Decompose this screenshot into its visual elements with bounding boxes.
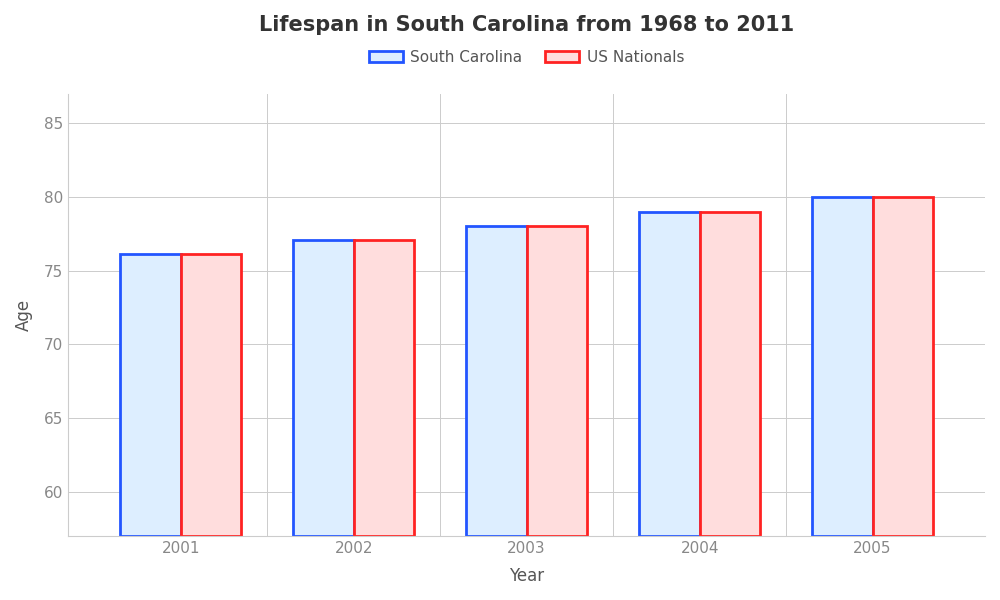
Bar xyxy=(639,212,700,536)
Bar xyxy=(812,197,873,536)
Bar xyxy=(120,254,181,536)
Bar xyxy=(466,226,527,536)
Legend: South Carolina, US Nationals: South Carolina, US Nationals xyxy=(363,44,690,71)
Bar xyxy=(873,197,933,536)
Bar xyxy=(293,239,354,536)
Y-axis label: Age: Age xyxy=(15,299,33,331)
X-axis label: Year: Year xyxy=(509,567,544,585)
Bar xyxy=(181,254,241,536)
Bar xyxy=(527,226,587,536)
Bar xyxy=(354,239,414,536)
Bar xyxy=(700,212,760,536)
Title: Lifespan in South Carolina from 1968 to 2011: Lifespan in South Carolina from 1968 to … xyxy=(259,15,794,35)
